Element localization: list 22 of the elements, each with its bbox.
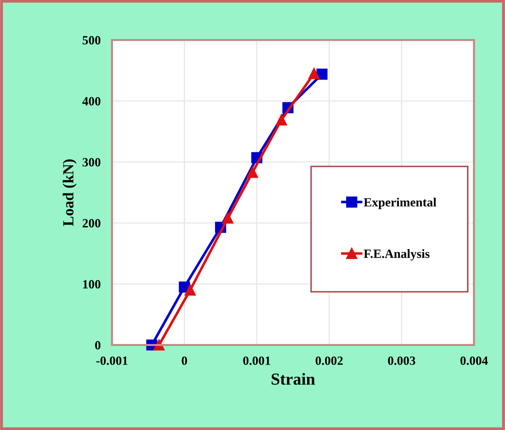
y-tick-label: 500: [82, 36, 100, 44]
x-axis-title: Strain: [272, 373, 315, 385]
point: [276, 114, 287, 126]
point: [308, 68, 320, 80]
y-axis-title: Load (kN): [62, 159, 77, 226]
legend-label: F.E.Analysis: [364, 249, 430, 261]
y-tick-label: 0: [95, 341, 100, 350]
x-tick-label: -0.001: [96, 356, 128, 365]
x-tick-label: 0.001: [243, 356, 270, 365]
x-tick-label: 0.002: [316, 356, 343, 365]
x-tick-label: 0: [182, 356, 188, 365]
point: [222, 212, 234, 224]
x-tick-label: 0.004: [460, 356, 488, 365]
y-tick-label: 400: [82, 97, 100, 106]
legend-label: Experimental: [364, 198, 436, 210]
y-tick-label: 300: [82, 158, 100, 166]
point: [246, 166, 258, 178]
x-tick-label: 0.003: [388, 356, 416, 365]
y-tick-label: 200: [82, 219, 100, 228]
point: [316, 68, 328, 80]
point: [184, 284, 196, 296]
y-tick-label: 100: [83, 280, 100, 288]
